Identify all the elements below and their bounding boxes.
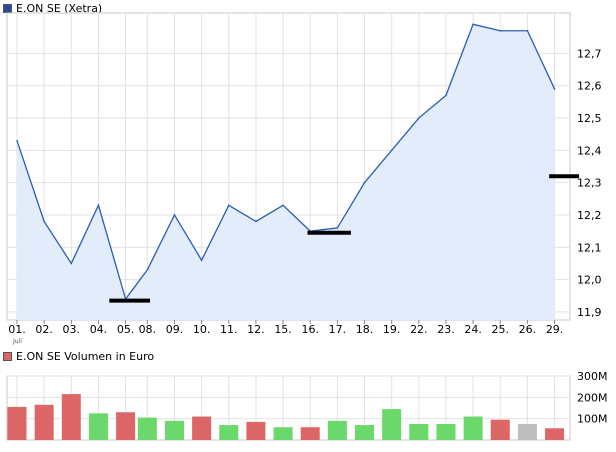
price-xtick-label: 19. [383,323,401,336]
volume-bar [436,424,456,440]
volume-bar [246,421,266,440]
price-point [255,220,257,223]
volume-bar [192,416,212,440]
price-xtick-label: 18. [356,323,374,336]
price-point [200,259,203,262]
price-point [16,139,18,142]
price-xtick-label: 11. [220,323,238,336]
price-xtick-label: 22. [410,323,428,336]
price-xtick-label: 12. [247,323,265,336]
price-point [97,204,100,207]
volume-bar [88,413,108,440]
price-point [390,149,393,152]
price-point [70,262,73,265]
price-ytick-label: 12,1 [577,241,602,254]
volume-bar [409,424,429,440]
price-xtick-label: 17. [329,323,347,336]
price-point [146,269,149,271]
volume-bar [517,424,537,440]
volume-bar [116,412,136,440]
price-area-fill [17,24,555,321]
price-point [445,94,447,97]
price-ytick-label: 11,9 [577,306,602,319]
volume-bar [545,428,565,440]
price-xtick-label: 08. [139,323,157,336]
price-legend-label: E.ON SE (Xetra) [16,2,103,15]
price-point [282,204,284,207]
volume-bar [273,427,293,440]
volume-legend-swatch [3,352,12,361]
volume-bar [219,425,239,440]
price-ytick-label: 12,2 [577,209,602,222]
price-point [43,220,45,223]
price-point [227,204,230,207]
price-point [526,29,529,32]
volume-ytick-label: 200M [577,391,608,404]
price-ytick-label: 12,3 [577,177,602,190]
price-point [173,214,176,216]
price-xtick-label: 10. [193,323,211,336]
volume-ytick-label: 300M [577,370,608,383]
volume-bar [382,409,402,440]
volume-bar [490,419,510,440]
price-point [363,181,366,184]
volume-bar [7,406,27,440]
price-xtick-label: 02. [35,323,53,336]
price-xtick-label: 23. [437,323,455,336]
volume-bar [463,416,483,440]
price-point [418,117,420,119]
price-xtick-label: 15. [274,323,292,336]
price-xtick-label: 05. [117,323,135,336]
month-label: Juli [12,338,22,345]
price-xtick-label: 29. [546,323,564,336]
price-xtick-label: 01. [8,323,26,336]
price-xtick-label: 26. [519,323,537,336]
volume-bar [300,427,320,440]
price-point [553,88,556,90]
volume-legend: E.ON SE Volumen in Euro [3,350,154,363]
price-point [499,29,502,32]
volume-bar [327,420,347,440]
price-xtick-label: 24. [464,323,482,336]
price-ytick-label: 12,0 [577,274,602,287]
volume-ytick-label: 100M [577,413,608,426]
price-xtick-label: 03. [63,323,81,336]
price-point [472,23,474,26]
price-xtick-label: 09. [166,323,184,336]
volume-bar [34,404,54,440]
price-ytick-label: 12,4 [577,144,602,157]
volume-bar [137,417,157,440]
volume-bar [164,420,184,440]
price-xtick-label: 16. [301,323,319,336]
price-xtick-label: 04. [90,323,108,336]
price-xtick-label: 25. [492,323,510,336]
volume-bar [61,394,81,440]
price-ytick-label: 12,6 [577,80,602,93]
price-ytick-label: 12,7 [577,47,602,60]
volume-legend-label: E.ON SE Volumen in Euro [16,350,155,363]
volume-bar [355,425,375,440]
price-point [336,227,339,229]
price-ytick-label: 12,5 [577,112,602,125]
